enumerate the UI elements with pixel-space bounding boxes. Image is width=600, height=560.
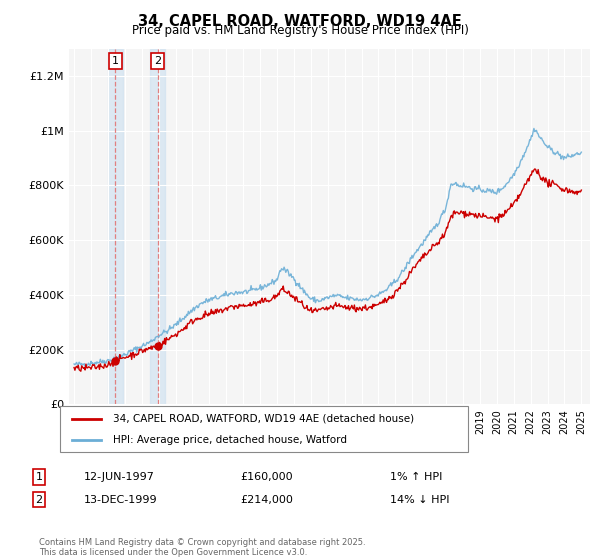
Text: Contains HM Land Registry data © Crown copyright and database right 2025.
This d: Contains HM Land Registry data © Crown c… <box>39 538 365 557</box>
Text: Price paid vs. HM Land Registry's House Price Index (HPI): Price paid vs. HM Land Registry's House … <box>131 24 469 37</box>
Text: 1: 1 <box>112 56 119 66</box>
Text: 34, CAPEL ROAD, WATFORD, WD19 4AE (detached house): 34, CAPEL ROAD, WATFORD, WD19 4AE (detac… <box>113 414 414 424</box>
Text: 14% ↓ HPI: 14% ↓ HPI <box>390 494 449 505</box>
Text: HPI: Average price, detached house, Watford: HPI: Average price, detached house, Watf… <box>113 436 347 445</box>
Text: £160,000: £160,000 <box>240 472 293 482</box>
Text: 12-JUN-1997: 12-JUN-1997 <box>84 472 155 482</box>
Text: 2: 2 <box>35 494 43 505</box>
Text: £214,000: £214,000 <box>240 494 293 505</box>
Text: 2: 2 <box>154 56 161 66</box>
Text: 13-DEC-1999: 13-DEC-1999 <box>84 494 158 505</box>
Bar <box>108 49 123 404</box>
Text: 1% ↑ HPI: 1% ↑ HPI <box>390 472 442 482</box>
Text: 1: 1 <box>35 472 43 482</box>
Bar <box>150 49 166 404</box>
Text: 34, CAPEL ROAD, WATFORD, WD19 4AE: 34, CAPEL ROAD, WATFORD, WD19 4AE <box>138 14 462 29</box>
